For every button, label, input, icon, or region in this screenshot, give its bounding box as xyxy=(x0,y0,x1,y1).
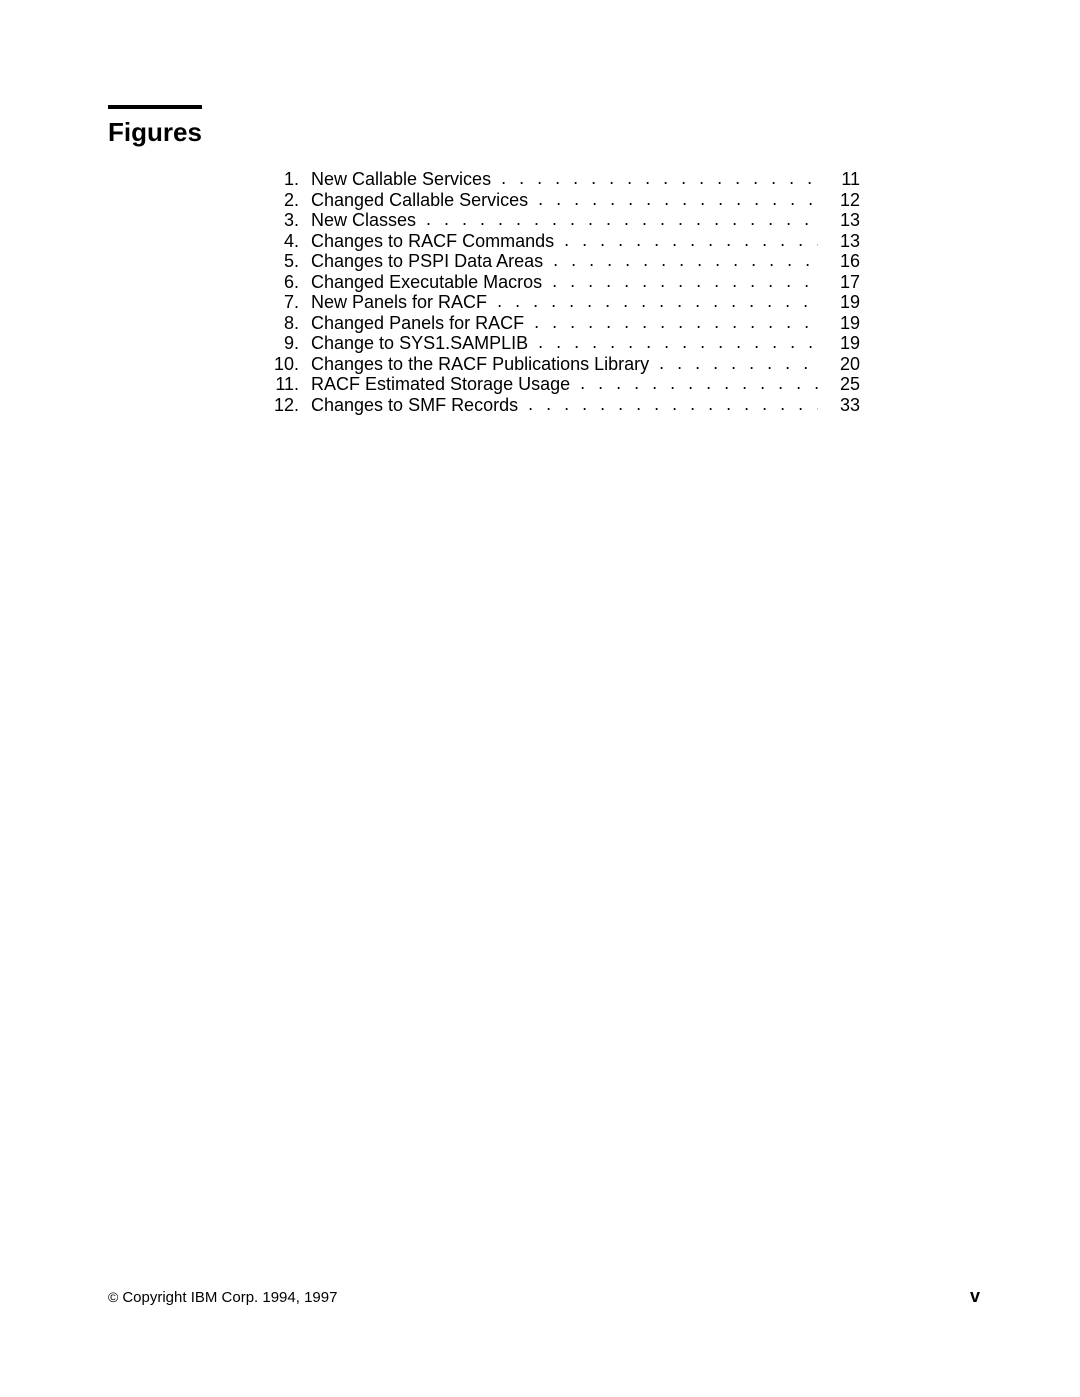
figures-entry: 6. Changed Executable Macros 17 xyxy=(265,273,860,291)
copyright-symbol: © xyxy=(108,1289,118,1305)
dot-leader xyxy=(426,210,818,228)
figures-entry: 8. Changed Panels for RACF 19 xyxy=(265,314,860,332)
entry-page: 20 xyxy=(818,355,860,373)
dot-leader xyxy=(538,333,818,351)
heading-block: Figures xyxy=(108,105,202,148)
dot-leader xyxy=(659,354,818,372)
entry-title: Changes to the RACF Publications Library xyxy=(311,355,649,373)
entry-title: Change to SYS1.SAMPLIB xyxy=(311,334,528,352)
entry-title: New Callable Services xyxy=(311,170,491,188)
copyright: © Copyright IBM Corp. 1994, 1997 xyxy=(108,1289,337,1306)
entry-page: 19 xyxy=(818,334,860,352)
dot-leader xyxy=(528,395,818,413)
figures-entry: 1. New Callable Services 11 xyxy=(265,170,860,188)
dot-leader xyxy=(497,292,818,310)
dot-leader xyxy=(564,231,818,249)
figures-entry: 7. New Panels for RACF 19 xyxy=(265,293,860,311)
entry-page: 16 xyxy=(818,252,860,270)
figures-entry: 11. RACF Estimated Storage Usage 25 xyxy=(265,375,860,393)
entry-title: New Classes xyxy=(311,211,416,229)
figures-entry: 3. New Classes 13 xyxy=(265,211,860,229)
entry-number: 3. xyxy=(265,211,299,229)
dot-leader xyxy=(501,169,818,187)
entry-number: 10. xyxy=(265,355,299,373)
entry-page: 11 xyxy=(818,170,860,188)
entry-number: 9. xyxy=(265,334,299,352)
entry-number: 5. xyxy=(265,252,299,270)
entry-number: 12. xyxy=(265,396,299,414)
dot-leader xyxy=(538,190,818,208)
entry-title: Changed Executable Macros xyxy=(311,273,542,291)
entry-title: Changes to PSPI Data Areas xyxy=(311,252,543,270)
entry-title: New Panels for RACF xyxy=(311,293,487,311)
figures-entry: 9. Change to SYS1.SAMPLIB 19 xyxy=(265,334,860,352)
dot-leader xyxy=(580,374,818,392)
entry-page: 19 xyxy=(818,314,860,332)
dot-leader xyxy=(534,313,818,331)
entry-title: RACF Estimated Storage Usage xyxy=(311,375,570,393)
entry-number: 1. xyxy=(265,170,299,188)
figures-list: 1. New Callable Services 11 2. Changed Calla… xyxy=(265,170,860,416)
entry-page: 13 xyxy=(818,211,860,229)
dot-leader xyxy=(552,272,818,290)
figures-entry: 10. Changes to the RACF Publications Libr… xyxy=(265,355,860,373)
entry-page: 19 xyxy=(818,293,860,311)
entry-page: 33 xyxy=(818,396,860,414)
entry-number: 7. xyxy=(265,293,299,311)
figures-entry: 2. Changed Callable Services 12 xyxy=(265,191,860,209)
entry-title: Changed Panels for RACF xyxy=(311,314,524,332)
entry-title: Changes to RACF Commands xyxy=(311,232,554,250)
heading-rule xyxy=(108,105,202,109)
entry-title: Changes to SMF Records xyxy=(311,396,518,414)
entry-number: 4. xyxy=(265,232,299,250)
entry-page: 25 xyxy=(818,375,860,393)
copyright-text: Copyright IBM Corp. 1994, 1997 xyxy=(122,1289,337,1306)
entry-number: 6. xyxy=(265,273,299,291)
section-heading: Figures xyxy=(108,117,202,148)
figures-entry: 4. Changes to RACF Commands 13 xyxy=(265,232,860,250)
page: Figures 1. New Callable Services 11 2. Chang… xyxy=(0,0,1080,1397)
page-number: v xyxy=(970,1286,980,1307)
dot-leader xyxy=(553,251,818,269)
entry-page: 13 xyxy=(818,232,860,250)
entry-title: Changed Callable Services xyxy=(311,191,528,209)
entry-page: 12 xyxy=(818,191,860,209)
entry-number: 8. xyxy=(265,314,299,332)
page-footer: © Copyright IBM Corp. 1994, 1997 v xyxy=(108,1286,980,1307)
figures-entry: 12. Changes to SMF Records 33 xyxy=(265,396,860,414)
figures-entry: 5. Changes to PSPI Data Areas 16 xyxy=(265,252,860,270)
entry-page: 17 xyxy=(818,273,860,291)
entry-number: 11. xyxy=(265,375,299,393)
entry-number: 2. xyxy=(265,191,299,209)
